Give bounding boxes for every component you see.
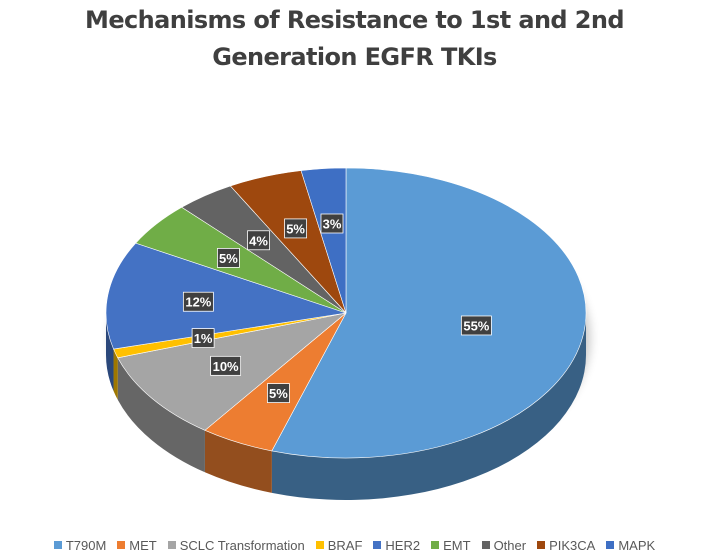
data-label-text-braf: 1% bbox=[194, 331, 213, 346]
data-label-pik3ca: 5% bbox=[284, 218, 307, 239]
data-label-box-met bbox=[267, 383, 290, 404]
legend-label-sclc-transformation: SCLC Transformation bbox=[179, 537, 305, 553]
legend-item-pik3ca: PIK3CA bbox=[537, 538, 595, 553]
legend-item-braf: BRAF bbox=[315, 537, 363, 553]
chart-title: Mechanisms of Resistance to 1st and 2nd … bbox=[0, 2, 709, 76]
legend-swatch-emt bbox=[431, 541, 440, 549]
data-label-text-mapk: 3% bbox=[323, 216, 342, 231]
data-label-box-mapk bbox=[320, 213, 344, 234]
legend-label-her2: HER2 bbox=[385, 537, 421, 553]
pie-slice-side-braf bbox=[113, 349, 118, 400]
legend-item-met: MET bbox=[117, 537, 157, 553]
legend-swatch-sclc-transformation bbox=[167, 541, 176, 549]
data-label-box-emt bbox=[217, 247, 240, 268]
legend-label-t790m: T790M bbox=[65, 537, 107, 553]
legend-item-t790m: T790M bbox=[53, 537, 107, 553]
data-label-box-braf bbox=[191, 328, 215, 348]
legend-swatch-other bbox=[481, 541, 490, 549]
legend-item-sclc-transformation: SCLC Transformation bbox=[167, 537, 305, 553]
data-label-text-met: 5% bbox=[269, 386, 288, 401]
data-label-her2: 12% bbox=[182, 291, 214, 312]
data-label-text-emt: 5% bbox=[219, 251, 238, 266]
data-label-emt: 5% bbox=[217, 247, 240, 268]
legend-swatch-t790m bbox=[53, 541, 62, 549]
data-label-box-her2 bbox=[182, 291, 214, 312]
data-label-box-t790m bbox=[460, 315, 492, 336]
legend-item-other: Other bbox=[481, 537, 527, 553]
pie-slice-her2 bbox=[105, 242, 347, 350]
legend-label-pik3ca: PIK3CA bbox=[549, 537, 596, 553]
pie-sides bbox=[106, 313, 586, 500]
data-label-met: 5% bbox=[267, 383, 290, 404]
data-label-text-sclc-transformation: 10% bbox=[213, 359, 239, 374]
legend-label-braf: BRAF bbox=[327, 537, 363, 553]
legend-item-mapk: MAPK bbox=[606, 538, 655, 553]
legend-swatch-her2 bbox=[373, 541, 382, 549]
data-label-text-pik3ca: 5% bbox=[286, 221, 305, 236]
legend-label-other: Other bbox=[493, 537, 527, 553]
chart-title-line-2: Generation EGFR TKIs bbox=[212, 43, 497, 71]
data-label-other: 4% bbox=[247, 230, 270, 251]
legend-swatch-braf bbox=[315, 541, 324, 549]
data-label-box-other bbox=[247, 230, 270, 251]
data-label-sclc-transformation: 10% bbox=[210, 355, 242, 376]
data-label-mapk: 3% bbox=[320, 213, 344, 234]
pie-data-labels: 55% 5% 10%1% 12% 5% 4% 5% 3% bbox=[182, 213, 492, 404]
pie-slice-side-met bbox=[204, 430, 272, 493]
data-label-text-her2: 12% bbox=[185, 295, 211, 310]
pie-slice-side-t790m bbox=[271, 313, 586, 500]
legend: T790M MET SCLC Transformation BRAF HER2 EMT Ot… bbox=[0, 536, 709, 554]
data-label-box-sclc-transformation bbox=[210, 355, 242, 376]
legend-item-emt: EMT bbox=[431, 537, 471, 553]
data-label-text-other: 4% bbox=[249, 233, 268, 248]
legend-swatch-met bbox=[117, 541, 126, 549]
pie-slice-t790m bbox=[271, 167, 587, 459]
data-label-text-t790m: 55% bbox=[463, 318, 489, 333]
legend-swatch-mapk bbox=[606, 541, 615, 549]
pie-slice-mapk bbox=[300, 167, 347, 314]
data-label-braf: 1% bbox=[191, 328, 215, 348]
legend-label-emt: EMT bbox=[443, 537, 471, 553]
pie-slice-side-sclc-transformation bbox=[117, 357, 205, 473]
data-label-box-pik3ca bbox=[284, 218, 307, 239]
legend-swatch-pik3ca bbox=[537, 541, 546, 549]
data-label-t790m: 55% bbox=[460, 315, 492, 336]
legend-label-mapk: MAPK bbox=[618, 537, 656, 553]
pie-tops bbox=[105, 167, 587, 459]
chart-title-line-1: Mechanisms of Resistance to 1st and 2nd bbox=[85, 6, 624, 34]
legend-item-her2: HER2 bbox=[373, 538, 420, 553]
legend-label-met: MET bbox=[129, 537, 157, 553]
